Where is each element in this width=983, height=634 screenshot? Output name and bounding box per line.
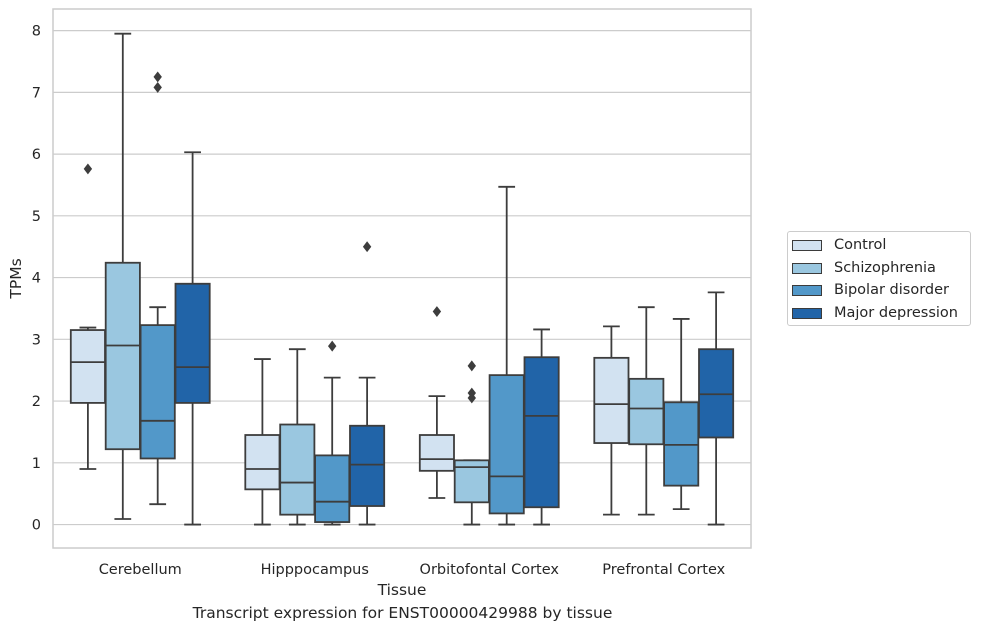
box-body xyxy=(628,377,665,446)
x-tick-label: Cerebellum xyxy=(99,562,182,578)
outlier-point xyxy=(467,360,476,372)
box-body xyxy=(139,324,176,460)
box-body xyxy=(244,434,281,491)
box-body xyxy=(698,348,735,439)
y-tick-label: 3 xyxy=(32,332,41,348)
outlier-point xyxy=(153,71,162,83)
box-1-1 xyxy=(279,348,316,526)
y-tick-label: 8 xyxy=(32,24,41,40)
legend-label-major-depression: Major depression xyxy=(834,305,958,321)
y-tick-label: 6 xyxy=(32,147,41,163)
outlier-point xyxy=(362,241,372,253)
box-body xyxy=(488,374,525,515)
box-0-2 xyxy=(139,71,176,506)
box-3-2 xyxy=(663,318,700,511)
x-tick-label: Orbitofontal Cortex xyxy=(420,562,560,578)
legend-item-schizophrenia: Schizophrenia xyxy=(792,258,936,278)
outlier-point xyxy=(153,81,162,93)
box-0-0 xyxy=(69,163,106,470)
box-1-2 xyxy=(314,340,351,526)
legend-item-major-depression: Major depression xyxy=(792,303,958,323)
box-2-0 xyxy=(418,306,455,499)
box-body xyxy=(104,261,141,451)
x-tick-label: Prefrontal Cortex xyxy=(602,562,725,578)
box-body xyxy=(174,282,211,404)
legend-item-control: Control xyxy=(792,235,886,255)
x-tick-label: Hipppocampus xyxy=(261,562,369,578)
box-2-1 xyxy=(453,360,490,526)
outlier-point xyxy=(432,306,442,317)
legend-swatch-schizophrenia xyxy=(792,262,822,274)
box-body xyxy=(349,424,386,507)
box-3-1 xyxy=(628,306,665,516)
box-3-3 xyxy=(698,291,735,526)
legend-swatch-bipolar xyxy=(792,284,822,296)
outlier-point xyxy=(467,387,476,399)
box-0-1 xyxy=(104,32,141,520)
legend-label-bipolar: Bipolar disorder xyxy=(834,282,949,298)
box-body xyxy=(663,401,700,487)
legend: Control Schizophrenia Bipolar disorder M… xyxy=(787,231,971,326)
legend-swatch-control xyxy=(792,239,822,251)
outlier-point xyxy=(328,340,337,352)
box-body xyxy=(69,329,106,404)
box-body xyxy=(593,356,630,444)
y-tick-label: 2 xyxy=(32,394,41,410)
box-2-3 xyxy=(523,328,560,526)
box-body xyxy=(314,454,351,523)
y-tick-label: 5 xyxy=(32,209,41,225)
box-2-2 xyxy=(488,185,525,526)
legend-item-bipolar: Bipolar disorder xyxy=(792,280,949,300)
y-tick-label: 1 xyxy=(32,456,41,472)
box-body xyxy=(418,434,455,472)
outlier-point xyxy=(83,163,93,175)
box-1-3 xyxy=(349,241,386,526)
box-1-0 xyxy=(244,358,281,526)
box-0-3 xyxy=(174,151,211,526)
y-tick-label: 4 xyxy=(32,271,41,287)
box-body xyxy=(279,423,316,516)
legend-label-control: Control xyxy=(834,237,887,253)
y-tick-label: 7 xyxy=(32,85,41,101)
box-3-0 xyxy=(593,325,630,516)
box-body xyxy=(523,356,560,509)
legend-label-schizophrenia: Schizophrenia xyxy=(834,260,936,276)
y-tick-label: 0 xyxy=(32,518,41,534)
plot-frame xyxy=(52,8,752,549)
y-axis-label: TPMs xyxy=(7,258,25,299)
x-axis-label: Tissue xyxy=(377,581,427,599)
chart-caption: Transcript expression for ENST0000042998… xyxy=(192,604,613,622)
legend-swatch-major-depression xyxy=(792,307,822,319)
